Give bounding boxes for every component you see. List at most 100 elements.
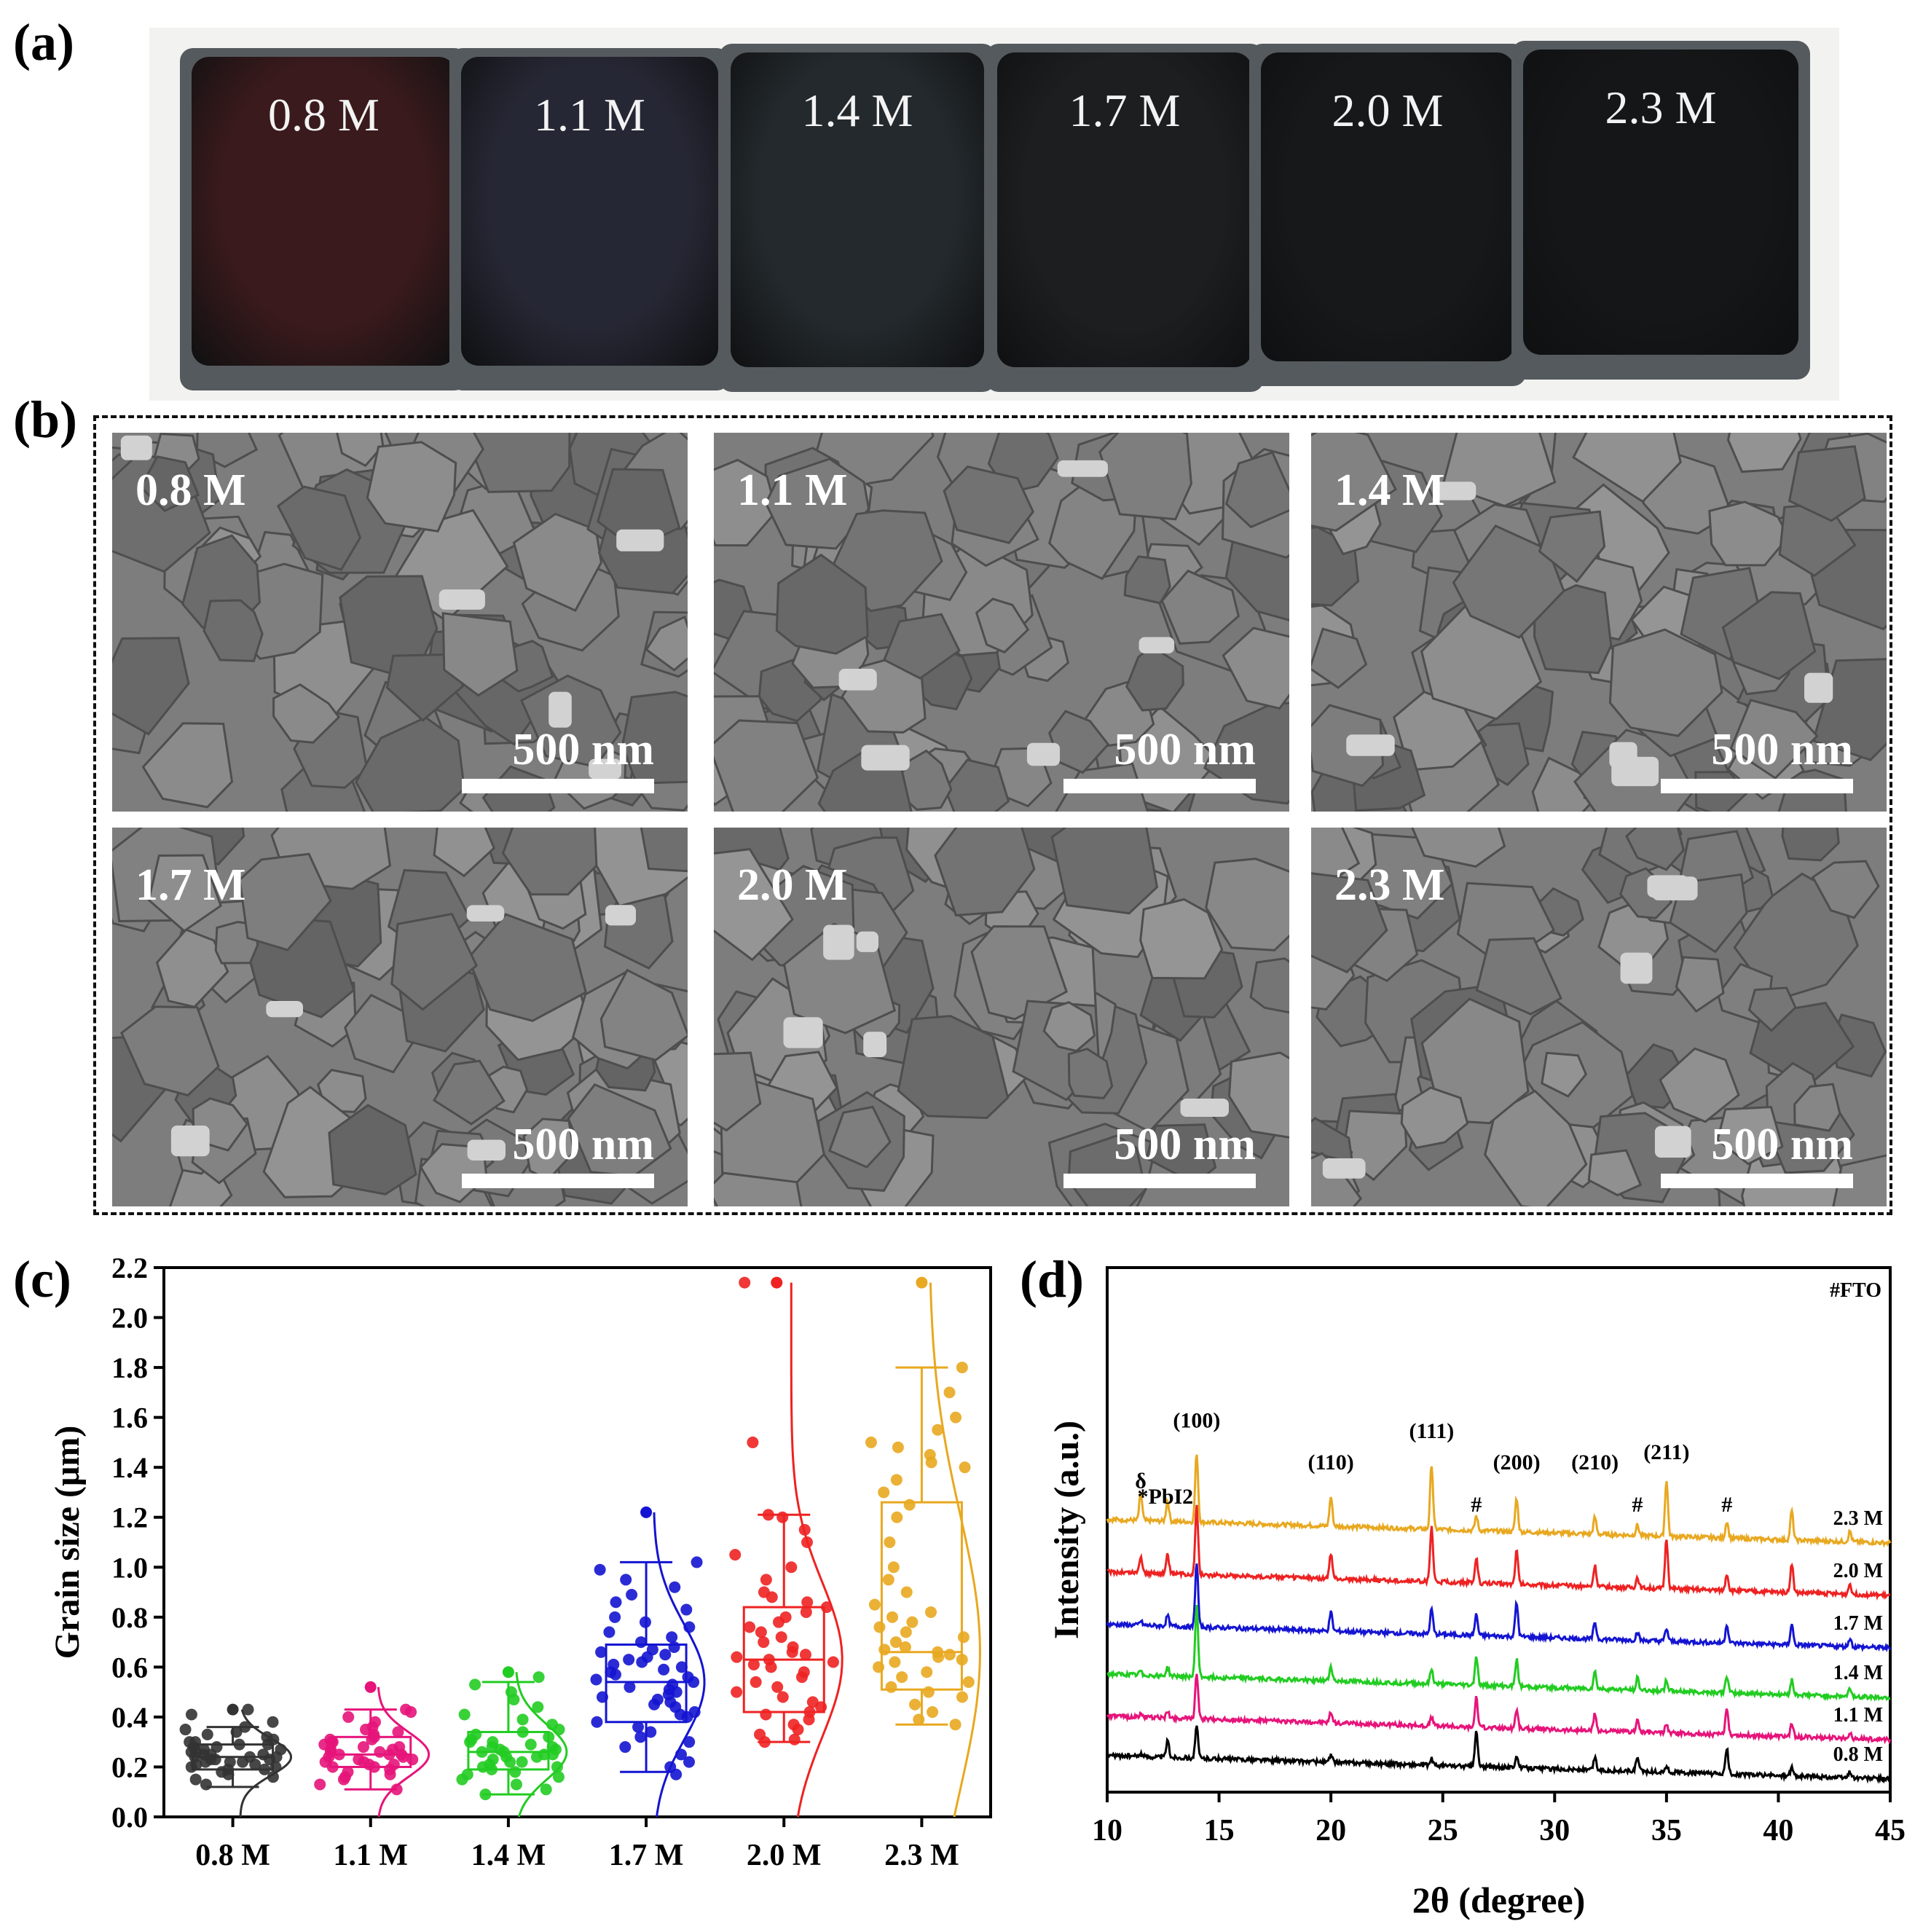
sem-grain xyxy=(238,852,332,951)
data-point xyxy=(324,1733,337,1746)
sem-grain xyxy=(943,465,1035,544)
sem-grain xyxy=(1572,433,1682,503)
sem-bright-crystal xyxy=(1804,672,1833,703)
data-point xyxy=(900,1586,913,1598)
sem-grain xyxy=(1050,828,1159,915)
y-tick-label: 2.0 xyxy=(111,1302,148,1335)
data-point xyxy=(651,1693,664,1705)
data-point xyxy=(532,1671,545,1684)
data-point xyxy=(800,1606,812,1618)
data-point xyxy=(884,1536,896,1548)
data-point xyxy=(374,1746,386,1758)
data-point xyxy=(476,1746,488,1758)
data-point xyxy=(932,1646,944,1658)
y-axis-title: Intensity (a.u.) xyxy=(1047,1421,1086,1639)
photo-sample-2: 1.1 M xyxy=(449,48,730,390)
data-point xyxy=(666,1631,678,1644)
sem-grain xyxy=(1726,433,1802,474)
sem-bright-crystal xyxy=(120,435,152,460)
photo-sample-label: 1.1 M xyxy=(534,89,645,141)
x-tick-label: 45 xyxy=(1875,1814,1906,1847)
data-point xyxy=(257,1748,270,1761)
sem-grain xyxy=(1788,445,1866,522)
data-point xyxy=(820,1601,833,1614)
data-point xyxy=(924,1449,936,1461)
scale-bar-label: 500 nm xyxy=(512,1120,654,1169)
data-point xyxy=(369,1716,382,1728)
sem-grain xyxy=(645,615,688,672)
data-point xyxy=(201,1728,213,1740)
sem-grain xyxy=(1205,857,1289,951)
peak-label: (111) xyxy=(1409,1419,1455,1443)
data-point xyxy=(179,1724,192,1736)
sem-texture xyxy=(1311,828,1887,1206)
data-point xyxy=(646,1644,658,1656)
grain-size-boxplot: 0.0 0.2 0.4 0.6 0.8 1.0 1.2 1.4 1.6 1.8 2.0 2.2 Grai… xyxy=(48,1253,992,1872)
sem-image: 1.1 M 500 nm xyxy=(714,433,1289,812)
sem-texture xyxy=(714,828,1289,1206)
data-point xyxy=(267,1771,279,1783)
data-point xyxy=(224,1756,236,1768)
data-point xyxy=(596,1691,608,1703)
data-point xyxy=(546,1741,559,1754)
peak-label: (110) xyxy=(1307,1450,1353,1474)
sem-bright-crystal xyxy=(1322,1158,1366,1179)
sem-bright-crystal xyxy=(1026,742,1061,766)
sem-image: 1.4 M 500 nm xyxy=(1311,433,1887,812)
data-point xyxy=(943,1649,956,1661)
data-point xyxy=(683,1621,696,1633)
sem-grain xyxy=(883,613,961,680)
data-point xyxy=(763,1654,775,1666)
data-point xyxy=(666,1678,679,1691)
x-tick-label: 2.3 M xyxy=(884,1839,959,1872)
y-tick-label: 2.2 xyxy=(111,1253,148,1284)
sem-grain xyxy=(1311,872,1388,974)
photo-sample-label: 1.4 M xyxy=(801,85,913,136)
data-point xyxy=(776,1691,789,1703)
sem-grain xyxy=(1781,828,1840,862)
data-point xyxy=(956,1362,968,1374)
data-point xyxy=(393,1741,406,1754)
distribution-curve xyxy=(515,1672,568,1818)
distribution-curve xyxy=(790,1282,843,1818)
data-point xyxy=(400,1703,412,1716)
data-point xyxy=(754,1728,766,1740)
xrd-curve xyxy=(1106,1604,1891,1702)
scale-bar-label: 500 nm xyxy=(512,725,654,774)
x-tick-label: 1.1 M xyxy=(333,1839,408,1872)
data-point xyxy=(927,1706,939,1719)
sem-bright-crystal xyxy=(170,1126,210,1157)
data-point xyxy=(747,1436,759,1448)
sem-bright-crystal xyxy=(823,924,854,960)
curve-label: 1.7 M xyxy=(1833,1612,1883,1635)
data-point xyxy=(233,1738,245,1751)
sem-bright-crystal xyxy=(439,589,485,610)
curve-label: 2.3 M xyxy=(1833,1507,1883,1530)
x-tick-label: 40 xyxy=(1763,1814,1793,1847)
y-tick-label: 0.4 xyxy=(111,1701,148,1734)
data-point xyxy=(551,1761,563,1773)
sem-grain xyxy=(775,553,869,655)
data-point xyxy=(230,1726,243,1738)
sem-grain xyxy=(1811,860,1880,919)
data-point xyxy=(890,1636,902,1649)
data-point xyxy=(590,1673,602,1686)
data-point xyxy=(762,1509,774,1521)
data-point xyxy=(487,1736,499,1748)
data-point xyxy=(956,1691,968,1703)
data-point xyxy=(632,1721,645,1733)
data-point xyxy=(185,1708,197,1721)
data-point xyxy=(779,1611,792,1623)
data-point xyxy=(896,1671,908,1684)
y-tick-label: 0.6 xyxy=(111,1651,148,1684)
data-point xyxy=(639,1616,651,1628)
data-point xyxy=(806,1696,819,1708)
data-point xyxy=(785,1561,798,1574)
sem-grain xyxy=(328,1104,417,1195)
data-point xyxy=(758,1636,770,1649)
data-point xyxy=(787,1641,799,1653)
sem-texture xyxy=(112,433,688,812)
x-axis-title: 2θ (degree) xyxy=(1412,1880,1586,1920)
photo-sample-3: 1.4 M xyxy=(719,44,996,392)
data-point xyxy=(609,1611,621,1623)
